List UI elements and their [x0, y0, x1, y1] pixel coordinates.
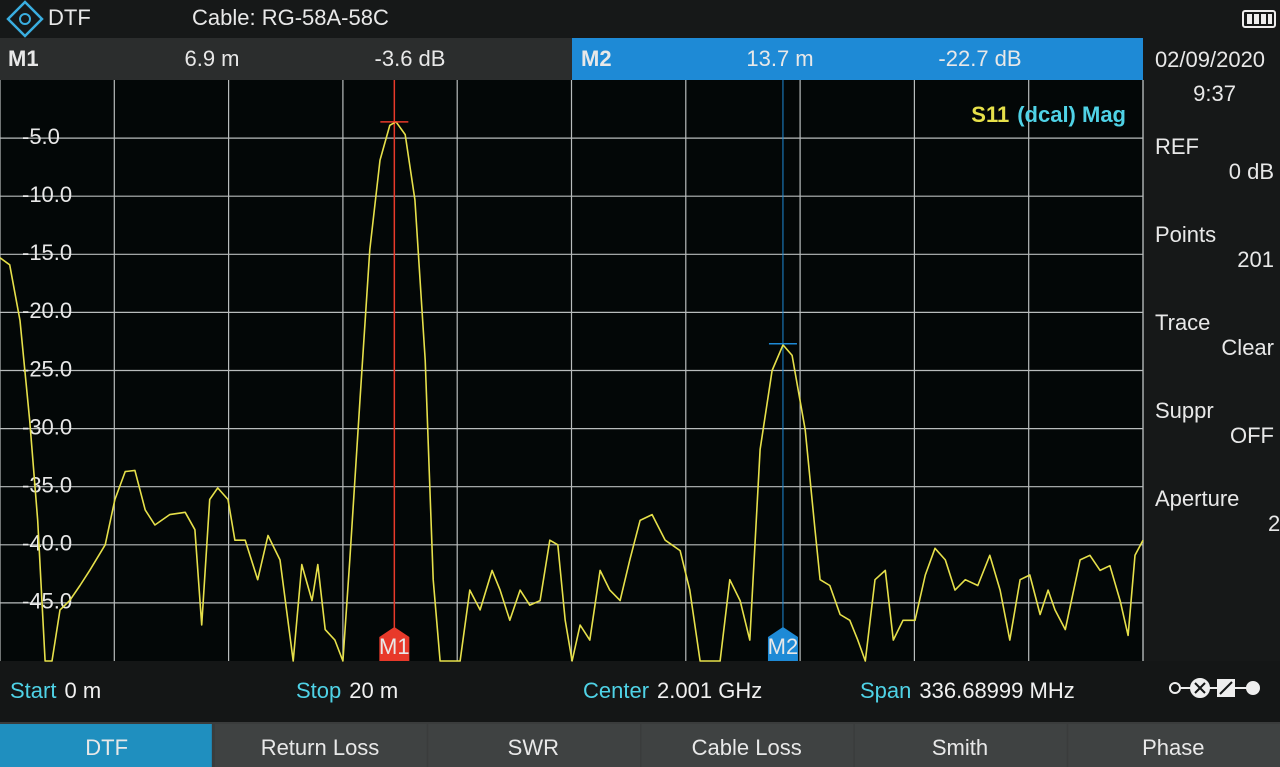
side-value: 0 dB: [1229, 159, 1274, 184]
y-tick-label: -25.0: [22, 356, 72, 381]
y-tick-label: -15.0: [22, 240, 72, 265]
marker-value: -3.6 dB: [375, 46, 446, 71]
marker-x: 6.9 m: [184, 46, 239, 71]
footer-value: 336.68999 MHz: [919, 678, 1074, 703]
y-tick-label: -20.0: [22, 298, 72, 323]
trace-param: S11: [971, 102, 1009, 127]
footer-label: Start: [10, 678, 56, 703]
side-label[interactable]: REF: [1155, 134, 1199, 159]
date: 02/09/2020: [1155, 47, 1265, 72]
trace-detail: (dcal) Mag: [1017, 102, 1126, 127]
tab-label: SWR: [508, 735, 559, 760]
marker-value: -22.7 dB: [938, 46, 1021, 71]
y-tick-label: -10.0: [22, 182, 72, 207]
tab-label: DTF: [85, 735, 128, 760]
tab-label: Cable Loss: [692, 735, 802, 760]
side-panel: [1143, 38, 1280, 661]
footer-bar: [0, 661, 1143, 722]
marker-flag[interactable]: [767, 627, 798, 661]
marker-name[interactable]: M1: [8, 46, 39, 71]
footer-label: Center: [583, 678, 649, 703]
tab[interactable]: [0, 724, 212, 767]
footer-item[interactable]: Span 336.68999 MHz: [860, 678, 1075, 703]
footer-right: [1143, 661, 1280, 722]
tab-label: Return Loss: [261, 735, 380, 760]
marker-x: 13.7 m: [746, 46, 813, 71]
side-value: Clear: [1221, 335, 1274, 360]
side-value: 201: [1237, 247, 1274, 272]
connection-icon: [1169, 678, 1260, 698]
cable-title: Cable: RG-58A-58C: [192, 5, 389, 30]
trace: [0, 121, 1144, 662]
top-bar: [0, 0, 1280, 38]
side-value: 2: [1268, 511, 1280, 536]
footer-value: 0 m: [64, 678, 101, 703]
marker-flag-label: M2: [768, 634, 799, 659]
y-tick-label: -35.0: [22, 473, 72, 498]
tab-label: Smith: [932, 735, 988, 760]
footer-item[interactable]: Stop 20 m: [296, 678, 398, 703]
tab[interactable]: [854, 724, 1067, 767]
side-label: Aperture: [1155, 486, 1239, 511]
battery-icon: [1242, 10, 1276, 28]
footer-value: 20 m: [349, 678, 398, 703]
footer-label: Span: [860, 678, 911, 703]
marker-flag-label: M1: [379, 634, 410, 659]
tab[interactable]: [1068, 724, 1280, 767]
tab[interactable]: [214, 724, 427, 767]
side-value: OFF: [1230, 423, 1274, 448]
mode-title: DTF: [48, 5, 91, 30]
marker-flag[interactable]: [379, 627, 410, 661]
logo-icon: [6, 0, 44, 38]
y-tick-label: -5.0: [22, 124, 60, 149]
marker-row-active: [572, 38, 1143, 80]
y-tick-label: -45.0: [22, 589, 72, 614]
tab[interactable]: [428, 724, 640, 767]
side-label[interactable]: Points: [1155, 222, 1216, 247]
footer-label: Stop: [296, 678, 341, 703]
footer-item[interactable]: Start 0 m: [10, 678, 101, 703]
time: 9:37: [1193, 81, 1236, 106]
tab[interactable]: [641, 724, 854, 767]
side-label[interactable]: Suppr: [1155, 398, 1214, 423]
footer-value: 2.001 GHz: [657, 678, 762, 703]
tab-label: Phase: [1142, 735, 1204, 760]
footer-item[interactable]: Center 2.001 GHz: [583, 678, 762, 703]
marker-name[interactable]: M2: [581, 46, 612, 71]
trace-label: S11 (dcal) Mag: [971, 102, 1126, 127]
side-label[interactable]: Trace: [1155, 310, 1210, 335]
y-tick-label: -40.0: [22, 531, 72, 556]
